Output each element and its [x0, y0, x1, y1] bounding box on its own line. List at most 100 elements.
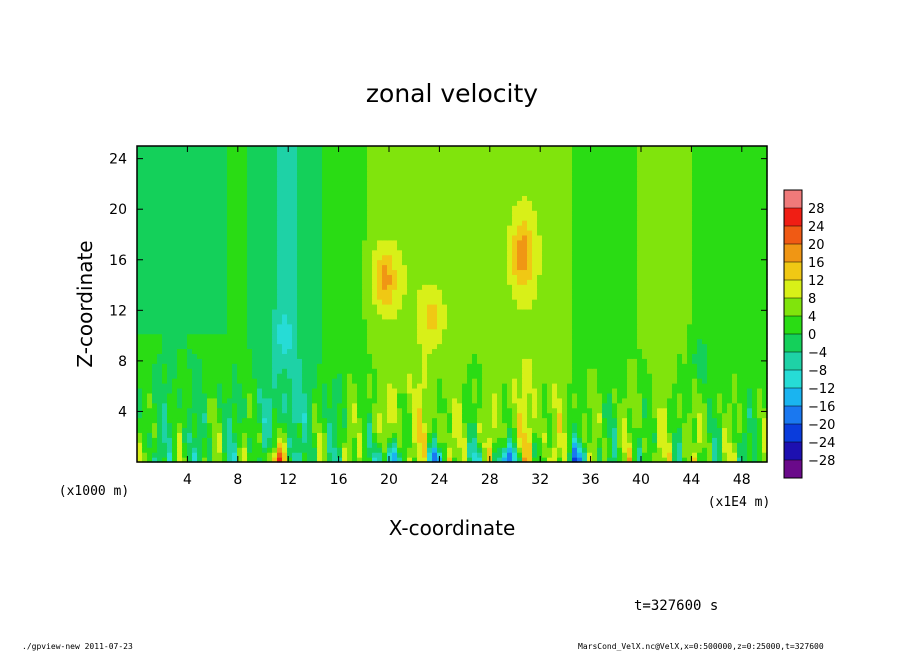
field-cell [527, 304, 533, 310]
field-cell [697, 383, 703, 389]
field-cell [677, 289, 683, 295]
field-cell [497, 447, 503, 453]
field-cell [562, 373, 568, 379]
field-cell [242, 358, 248, 364]
field-cell [627, 274, 633, 280]
field-cell [752, 343, 758, 350]
field-cell [342, 373, 348, 379]
field-cell [237, 353, 243, 359]
field-cell [482, 338, 488, 345]
field-cell [762, 442, 768, 448]
field-cell [422, 323, 428, 330]
field-cell [342, 348, 348, 354]
field-cell [137, 402, 143, 409]
field-cell [577, 323, 583, 330]
field-cell [347, 313, 353, 320]
field-cell [507, 392, 513, 399]
field-cell [467, 452, 473, 458]
field-cell [567, 299, 573, 305]
field-cell [632, 452, 638, 458]
field-cell [662, 353, 668, 359]
field-cell [367, 313, 373, 320]
field-cell [527, 318, 533, 325]
field-cell [202, 383, 208, 389]
field-cell [557, 447, 563, 453]
field-cell [257, 318, 263, 325]
field-cell [157, 348, 163, 354]
field-cell [717, 348, 723, 354]
field-cell [277, 308, 283, 315]
field-cell [627, 378, 633, 384]
field-cell [302, 442, 308, 448]
field-cell [407, 383, 413, 389]
field-cell [357, 412, 363, 419]
field-cell [472, 289, 478, 295]
field-cell [457, 378, 463, 384]
field-cell [432, 348, 438, 354]
field-cell [362, 442, 368, 448]
field-cell [302, 274, 308, 280]
field-cell [562, 333, 568, 340]
field-cell [477, 353, 483, 359]
field-cell [257, 378, 263, 384]
field-cell [557, 318, 563, 325]
field-cell [652, 279, 658, 285]
field-cell [162, 313, 168, 320]
field-cell [147, 387, 153, 394]
field-cell [677, 442, 683, 448]
field-cell [432, 417, 438, 424]
field-cell [267, 289, 273, 295]
field-cell [547, 279, 553, 285]
field-cell [332, 279, 338, 285]
field-cell [352, 412, 358, 419]
field-cell [172, 313, 178, 320]
field-cell [202, 328, 208, 335]
field-cell [522, 402, 528, 409]
field-cell [272, 333, 278, 340]
field-cell [637, 392, 643, 399]
field-cell [347, 432, 353, 438]
field-cell [632, 308, 638, 315]
field-cell [557, 387, 563, 394]
field-cell [217, 348, 223, 354]
field-cell [467, 284, 473, 290]
field-cell [622, 412, 628, 419]
field-cell [242, 323, 248, 330]
field-cell [362, 402, 368, 409]
field-cell [282, 318, 288, 325]
field-cell [157, 373, 163, 379]
field-cell [162, 358, 168, 364]
field-cell [202, 432, 208, 438]
field-cell [712, 432, 718, 438]
field-cell [162, 363, 168, 369]
field-cell [487, 368, 493, 374]
field-cell [542, 452, 548, 458]
field-cell [217, 323, 223, 330]
field-cell [532, 274, 538, 280]
field-cell [277, 442, 283, 448]
field-cell [502, 264, 508, 271]
field-cell [247, 338, 253, 345]
field-cell [507, 412, 513, 419]
field-cell [747, 402, 753, 409]
field-cell [672, 417, 678, 424]
field-cell [642, 279, 648, 285]
field-cell [537, 308, 543, 315]
field-cell [212, 392, 218, 399]
field-cell [757, 304, 763, 310]
field-cell [292, 437, 298, 443]
field-cell [362, 457, 368, 463]
field-cell [707, 328, 713, 335]
field-cell [412, 432, 418, 438]
field-cell [682, 387, 688, 394]
field-cell [577, 383, 583, 389]
field-cell [297, 422, 303, 429]
field-cell [572, 387, 578, 394]
field-cell [377, 328, 383, 335]
field-cell [607, 412, 613, 419]
field-cell [247, 269, 253, 275]
field-cell [177, 427, 183, 433]
field-cell [757, 328, 763, 335]
field-cell [187, 333, 193, 340]
field-cell [202, 304, 208, 310]
